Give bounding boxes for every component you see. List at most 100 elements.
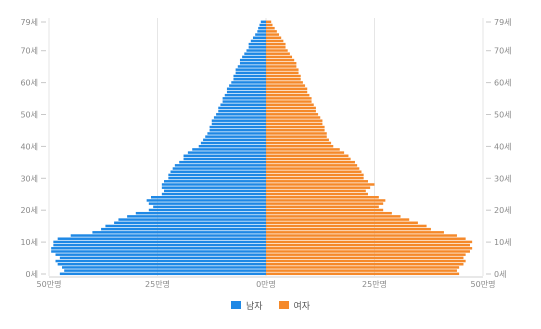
bar-male [164, 189, 266, 193]
bar-male [153, 205, 266, 209]
bar-male [164, 180, 266, 183]
bar-male [226, 90, 266, 94]
bar-male [229, 84, 266, 87]
bar-female [266, 180, 368, 183]
bar-male [248, 46, 266, 49]
bar-male [258, 26, 266, 30]
bar-male [213, 116, 266, 119]
bar-female [266, 141, 332, 145]
y-tick-label-left: 30세 [20, 174, 38, 183]
y-tick-label-right: 10세 [494, 238, 512, 247]
bar-female [266, 173, 364, 177]
bar-male [51, 247, 266, 250]
bar-male [114, 221, 266, 225]
bar-male [127, 215, 267, 218]
bar-male [53, 243, 267, 247]
bar-male [62, 266, 266, 269]
bar-female [266, 215, 401, 218]
bar-female [266, 240, 473, 244]
y-tick-label-left: 50세 [20, 111, 38, 120]
bar-female [266, 208, 384, 212]
bar-female [266, 250, 470, 253]
bar-male [235, 71, 266, 75]
bar-male [218, 106, 266, 110]
bar-male [226, 87, 266, 91]
bar-male [224, 93, 266, 97]
bar-female [266, 20, 272, 24]
bar-female [266, 36, 282, 40]
y-tick-label-right: 20세 [494, 206, 512, 215]
bar-male [118, 218, 266, 221]
bar-male [233, 77, 266, 81]
bar-female [266, 157, 351, 161]
bar-male [255, 33, 266, 36]
bar-female [266, 272, 460, 276]
bar-male [179, 160, 266, 164]
y-tick-label-right: 79세 [494, 18, 512, 27]
bar-female [266, 205, 379, 209]
y-tick-label-left: 40세 [20, 142, 38, 151]
bar-female [266, 58, 295, 62]
y-tick-label-right: 40세 [494, 142, 512, 151]
bar-female [266, 221, 418, 225]
x-tick-label: 50만명 [471, 279, 496, 289]
bar-female [266, 71, 299, 75]
bar-male [207, 132, 266, 135]
bar-female [266, 211, 392, 215]
bar-male [192, 148, 266, 151]
bar-female [266, 218, 410, 221]
bar-male [161, 186, 266, 189]
bar-female [266, 202, 384, 205]
bar-male [101, 227, 266, 231]
bar-female [266, 93, 310, 97]
bar-male [183, 157, 266, 161]
bar-male [244, 52, 266, 55]
y-tick-label-right: 70세 [494, 47, 512, 56]
bar-female [266, 132, 327, 135]
bar-female [266, 247, 473, 250]
bar-male [250, 39, 266, 43]
bar-female [266, 259, 466, 263]
bar-male [174, 164, 266, 167]
bar-male [203, 138, 266, 142]
bar-male [161, 192, 266, 196]
bar-male [168, 176, 266, 180]
bar-male [200, 141, 266, 145]
bar-female [266, 81, 303, 84]
bar-female [266, 74, 301, 78]
legend-item-female[interactable]: 여자 [278, 299, 310, 312]
legend: 남자 여자 [0, 298, 541, 312]
bar-male [57, 262, 267, 266]
bar-female [266, 227, 431, 231]
bar-female [266, 151, 345, 154]
bar-female [266, 189, 366, 193]
bar-female [266, 196, 379, 199]
bar-male [59, 272, 266, 276]
bar-male [148, 202, 266, 205]
bar-male [252, 36, 266, 40]
bar-female [266, 237, 466, 240]
bar-male [53, 240, 267, 244]
bar-female [266, 42, 286, 46]
bar-male [55, 259, 267, 263]
bar-male [59, 256, 266, 260]
bar-female [266, 77, 301, 81]
bar-female [266, 243, 470, 247]
bar-male [168, 173, 266, 177]
bar-male [70, 234, 266, 237]
bar-female [266, 55, 293, 59]
bar-female [266, 224, 427, 228]
bar-male [170, 170, 266, 173]
bar-male [146, 199, 266, 202]
bar-female [266, 100, 312, 103]
bar-female [266, 87, 308, 91]
bar-male [216, 113, 266, 116]
bar-male [233, 74, 266, 78]
bar-female [266, 167, 360, 170]
bar-male [237, 65, 266, 68]
bar-female [266, 231, 444, 234]
y-tick-label-right: 30세 [494, 174, 512, 183]
legend-item-male[interactable]: 남자 [230, 299, 263, 312]
bar-male [187, 151, 266, 154]
